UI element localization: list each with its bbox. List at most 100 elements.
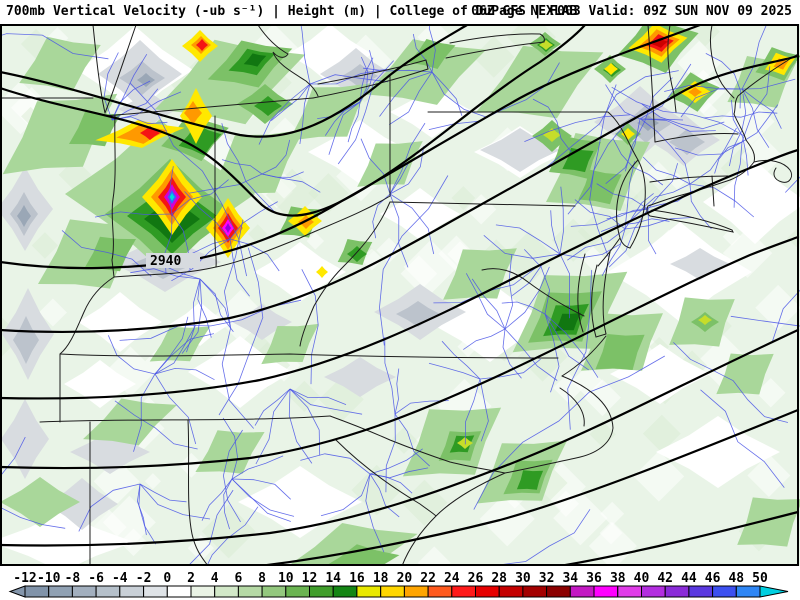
state-border-line — [329, 415, 506, 474]
colorbar-cell — [261, 585, 287, 598]
road-line — [254, 388, 291, 426]
updraft-region — [19, 36, 101, 92]
height-contour-line — [0, 235, 800, 470]
colorbar-cell — [237, 585, 263, 598]
road-line — [139, 483, 187, 503]
colorbar-tick: 38 — [610, 571, 626, 586]
road-line — [642, 156, 691, 185]
colorbar-left-arrow — [8, 585, 26, 598]
colorbar-cell — [451, 585, 476, 598]
state-border-line — [651, 209, 733, 231]
road-line — [647, 163, 678, 210]
colorbar-cell — [664, 585, 690, 598]
negative-region — [137, 73, 155, 87]
height-contour-line — [0, 148, 800, 400]
road-line — [733, 141, 743, 208]
road-line — [608, 208, 649, 268]
road-line — [464, 378, 481, 445]
updraft-region — [363, 39, 487, 105]
title-bar: 700mb Vertical Velocity (-ub s⁻¹) | Heig… — [0, 0, 800, 24]
texture-patch — [677, 40, 722, 85]
colorbar-cell — [569, 585, 595, 598]
road-line — [741, 78, 796, 90]
near-zero-region — [380, 188, 460, 240]
colorbar-cell — [475, 585, 500, 598]
road-line — [689, 183, 755, 218]
texture-patch — [390, 427, 418, 454]
road-line — [567, 270, 592, 430]
road-line — [705, 53, 741, 109]
colorbar-cell — [735, 585, 761, 598]
road-line — [369, 448, 423, 475]
state-border-line — [629, 159, 646, 249]
road-line — [479, 378, 489, 442]
negative-region — [324, 357, 396, 397]
colorbar-tick: 18 — [373, 571, 389, 586]
updraft-region — [325, 544, 400, 566]
road-line — [261, 173, 321, 193]
road-line — [431, 71, 463, 116]
road-line — [187, 489, 234, 566]
road-line — [388, 71, 433, 126]
state-border-line — [317, 59, 429, 85]
texture-patch — [517, 331, 568, 382]
road-line — [229, 238, 280, 272]
colorbar-right-arrow — [759, 585, 789, 598]
road-line — [154, 316, 189, 375]
near-zero-region — [608, 222, 752, 322]
colorbar-tick: -10 — [37, 571, 61, 586]
road-line — [222, 417, 239, 480]
vv-max-ring — [543, 128, 561, 142]
updraft-region — [716, 353, 774, 395]
texture-patch — [599, 521, 623, 545]
road-line — [309, 74, 389, 85]
road-line — [639, 63, 692, 120]
near-zero-region — [238, 466, 362, 538]
road-line — [299, 83, 311, 145]
road-line — [309, 68, 387, 85]
road-line — [206, 506, 259, 566]
road-line — [471, 278, 506, 330]
state-border-line — [92, 24, 106, 114]
texture-patch — [688, 174, 709, 194]
texture-patch — [755, 284, 800, 331]
vv-max-ring — [298, 215, 314, 229]
state-border-line — [214, 115, 217, 268]
road-line — [624, 161, 635, 230]
negative-region — [46, 478, 118, 530]
updraft-region — [347, 246, 367, 262]
state-border-line — [187, 419, 209, 566]
state-border-line — [649, 175, 729, 183]
texture-patch — [144, 473, 161, 490]
road-line — [389, 193, 435, 255]
road-line — [501, 301, 546, 315]
colorbar-tick: 20 — [397, 571, 413, 586]
road-line — [186, 278, 201, 353]
road-line — [107, 335, 156, 375]
road-line — [473, 355, 665, 510]
road-line — [270, 83, 311, 122]
vv-max-ring — [196, 39, 208, 51]
contour-label-mask — [146, 253, 200, 268]
colorbar-tick: 0 — [163, 571, 171, 586]
updraft-region — [254, 96, 282, 116]
texture-patch — [400, 255, 438, 293]
texture-patch — [145, 349, 169, 373]
road-line — [0, 506, 66, 529]
road-line — [431, 71, 489, 118]
road-line — [703, 111, 778, 119]
texture-patch — [105, 346, 156, 397]
colorbar-tick: 44 — [681, 571, 697, 586]
vv-max-core — [169, 193, 175, 201]
road-line — [103, 52, 119, 121]
colorbar-cell — [498, 585, 524, 598]
map-border — [0, 24, 799, 566]
road-line — [389, 122, 426, 195]
state-border-line — [59, 353, 559, 359]
texture-patch — [600, 501, 625, 526]
road-line — [497, 509, 591, 566]
state-border-line — [729, 139, 793, 183]
road-line — [221, 123, 276, 213]
state-border-line — [649, 215, 734, 233]
